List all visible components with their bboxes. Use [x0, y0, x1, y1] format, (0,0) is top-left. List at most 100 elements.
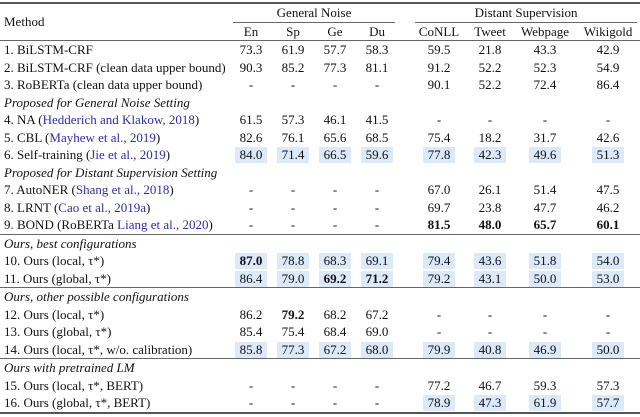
citation-link[interactable]: Hedderich and Klakow, 2018 [42, 112, 195, 127]
value: 43.6 [473, 253, 507, 269]
value: - [374, 182, 380, 197]
citation-link[interactable]: Shang et al., 2018 [75, 182, 170, 197]
header-gap [398, 3, 412, 23]
column-gap [398, 76, 412, 94]
method-cell: 9. BOND (RoBERTa Liang et al., 2020) [0, 216, 230, 234]
value-cell-du: 68.5 [356, 129, 398, 147]
value: 77.8 [422, 147, 456, 163]
col-header-tweet: Tweet [474, 23, 506, 39]
method-suffix: ) [208, 217, 213, 232]
value: - [542, 324, 548, 339]
table-row: 5. CBL (Mayhew et al., 2019) 82.6 76.1 65.6… [0, 129, 640, 147]
value: - [248, 77, 254, 92]
value: 65.6 [323, 129, 347, 145]
value: 50.0 [591, 341, 625, 358]
method-name: 2. BiLSTM-CRF (clean data upper bound) [4, 59, 226, 75]
value: - [290, 77, 296, 92]
value-cell-sp: - [272, 181, 314, 199]
value-cell-tweet: 43.6 [466, 252, 514, 270]
value: - [542, 112, 548, 127]
value: 54.0 [591, 253, 625, 269]
value: 75.4 [427, 129, 451, 145]
method-suffix: ) [165, 147, 171, 162]
value: - [374, 395, 380, 410]
value-cell-en: - [230, 199, 272, 217]
method-suffix: ) [194, 112, 200, 127]
value-cell-tweet: 21.8 [466, 41, 514, 59]
value: 48.0 [478, 217, 502, 232]
value: 18.2 [478, 129, 502, 145]
table-row: 6. Self-training (Jie et al., 2019) 84.0 7… [0, 146, 640, 164]
value: - [605, 112, 611, 127]
value-cell-du: 71.2 [356, 270, 398, 288]
method-name: 16. Ours (global, τ*, BERT) [4, 395, 151, 410]
method-cell: 16. Ours (global, τ*, BERT) [0, 394, 230, 413]
method-name: 13. Ours (global, τ*) [4, 324, 112, 339]
value: 61.5 [239, 112, 263, 127]
value-cell-du: 67.2 [356, 306, 398, 324]
value: 58.3 [365, 42, 389, 57]
value: 51.8 [528, 253, 562, 269]
value: 77.3 [276, 341, 310, 358]
value: 71.2 [360, 270, 394, 287]
value: 46.7 [478, 377, 502, 393]
value-cell-wikigold: 54.9 [576, 59, 640, 77]
value-cell-webpage: 72.4 [514, 76, 576, 94]
value: 84.0 [234, 147, 268, 163]
value: 43.1 [473, 270, 507, 287]
value: 57.3 [596, 377, 620, 393]
value-cell-tweet: 52.2 [466, 59, 514, 77]
value-cell-wikigold: - [576, 111, 640, 129]
value: 40.8 [473, 341, 507, 358]
col-header-conll: CoNLL [418, 23, 460, 39]
table-row: 11. Ours (global, τ*) 86.4 79.0 69.2 71.2 79.… [0, 270, 640, 288]
value: 59.5 [427, 42, 451, 57]
method-name: 7. AutoNER ( [4, 182, 76, 197]
value: - [605, 306, 611, 322]
value-cell-tweet: 46.7 [466, 377, 514, 395]
value-cell-wikigold: 42.9 [576, 41, 640, 59]
method-cell: 1. BiLSTM-CRF [0, 41, 230, 59]
method-cell: 7. AutoNER (Shang et al., 2018) [0, 181, 230, 199]
value-cell-en: 90.3 [230, 59, 272, 77]
column-gap [398, 306, 412, 324]
value: 72.4 [533, 77, 557, 92]
value: 50.0 [528, 270, 562, 287]
value-cell-sp: 57.3 [272, 111, 314, 129]
citation-link[interactable]: Mayhew et al., 2019 [49, 129, 156, 145]
value: 46.1 [323, 112, 347, 127]
value-cell-conll: 79.2 [412, 270, 466, 288]
value: 66.5 [318, 147, 352, 163]
value: 68.4 [323, 324, 347, 339]
value-cell-webpage: 31.7 [514, 129, 576, 147]
value-cell-en: 86.4 [230, 270, 272, 288]
value-cell-wikigold: 46.2 [576, 199, 640, 217]
value: 86.2 [239, 306, 263, 322]
citation-link[interactable]: Jie et al., 2019 [90, 147, 166, 162]
value: 31.7 [533, 129, 557, 145]
value: 52.2 [478, 77, 502, 92]
value-cell-conll: 78.9 [412, 394, 466, 413]
citation-link[interactable]: Liang et al., 2020 [117, 217, 209, 232]
header-column-row: En Sp Ge Du CoNLL Tweet Webpage Wikigold [0, 23, 640, 41]
column-gap [398, 252, 412, 270]
value-cell-wikigold: 47.5 [576, 181, 640, 199]
value: - [290, 395, 296, 410]
value-cell-tweet: 40.8 [466, 341, 514, 359]
value-cell-sp: 78.8 [272, 252, 314, 270]
value: 21.8 [478, 42, 502, 57]
value: 68.2 [323, 306, 347, 322]
citation-link[interactable]: Cao et al., 2019a [58, 199, 147, 215]
method-name: 1. BiLSTM-CRF [4, 42, 93, 57]
value: 67.0 [427, 182, 451, 197]
value: - [290, 377, 296, 393]
value-cell-webpage: 59.3 [514, 377, 576, 395]
method-cell: 11. Ours (global, τ*) [0, 270, 230, 288]
value-cell-tweet: 43.1 [466, 270, 514, 288]
value-cell-en: 85.8 [230, 341, 272, 359]
value: 54.9 [596, 59, 620, 75]
method-name: 6. Self-training ( [4, 147, 91, 162]
value: - [487, 306, 493, 322]
method-name: 14. Ours (local, τ*, w/o. calibration) [4, 341, 193, 357]
